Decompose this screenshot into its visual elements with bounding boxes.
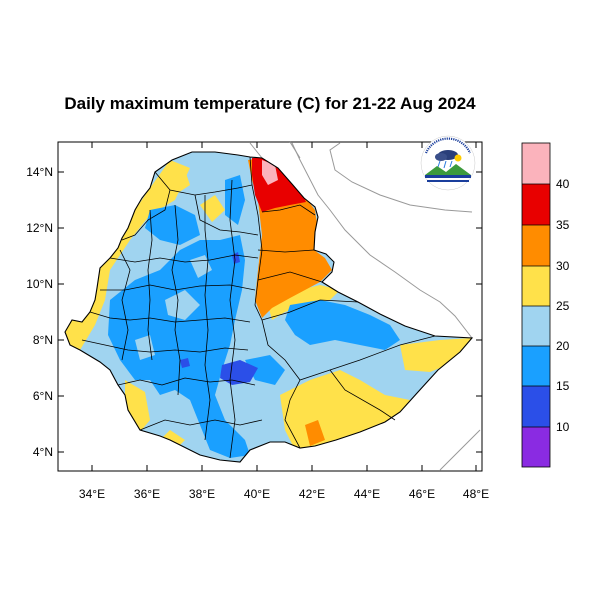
colorbar-label: 20: [556, 339, 570, 353]
colorbar-label: 35: [556, 218, 570, 232]
colorbar-swatch: [522, 225, 550, 266]
zone-boundaries: [81, 156, 436, 459]
colorbar-swatch: [522, 266, 550, 306]
lat-tick-label: 10°N: [26, 277, 53, 291]
colorbar-swatch: [522, 427, 550, 467]
colorbar: 40 35 30 25 20 15 10: [521, 142, 570, 468]
colorbar-swatch: [522, 306, 550, 346]
lat-tick-label: 8°N: [33, 333, 53, 347]
lon-axis: 34°E 36°E 38°E 40°E 42°E 44°E 46°E 48°E: [79, 142, 489, 501]
colorbar-swatch: [522, 386, 550, 427]
colorbar-swatch: [522, 184, 550, 225]
lat-tick-label: 6°N: [33, 389, 53, 403]
lon-tick-label: 48°E: [463, 487, 489, 501]
colorbar-label: 40: [556, 177, 570, 191]
colorbar-label: 25: [556, 299, 570, 313]
map-title: Daily maximum temperature (C) for 21-22 …: [64, 94, 476, 113]
lat-tick-label: 4°N: [33, 445, 53, 459]
lon-tick-label: 34°E: [79, 487, 105, 501]
lon-tick-label: 44°E: [354, 487, 380, 501]
lon-tick-label: 46°E: [409, 487, 435, 501]
lon-tick-label: 36°E: [134, 487, 160, 501]
lon-tick-label: 42°E: [299, 487, 325, 501]
colorbar-label: 15: [556, 379, 570, 393]
coastline: [249, 141, 481, 471]
colorbar-swatch: [522, 143, 550, 184]
colorbar-swatch: [522, 346, 550, 386]
lat-tick-label: 14°N: [26, 165, 53, 179]
colorbar-label: 30: [556, 259, 570, 273]
lat-tick-label: 12°N: [26, 221, 53, 235]
institute-logo: [420, 135, 476, 191]
colorbar-label: 10: [556, 420, 570, 434]
lon-tick-label: 40°E: [244, 487, 270, 501]
lon-tick-label: 38°E: [189, 487, 215, 501]
lat-axis: 14°N 12°N 10°N 8°N 6°N 4°N: [26, 165, 482, 459]
